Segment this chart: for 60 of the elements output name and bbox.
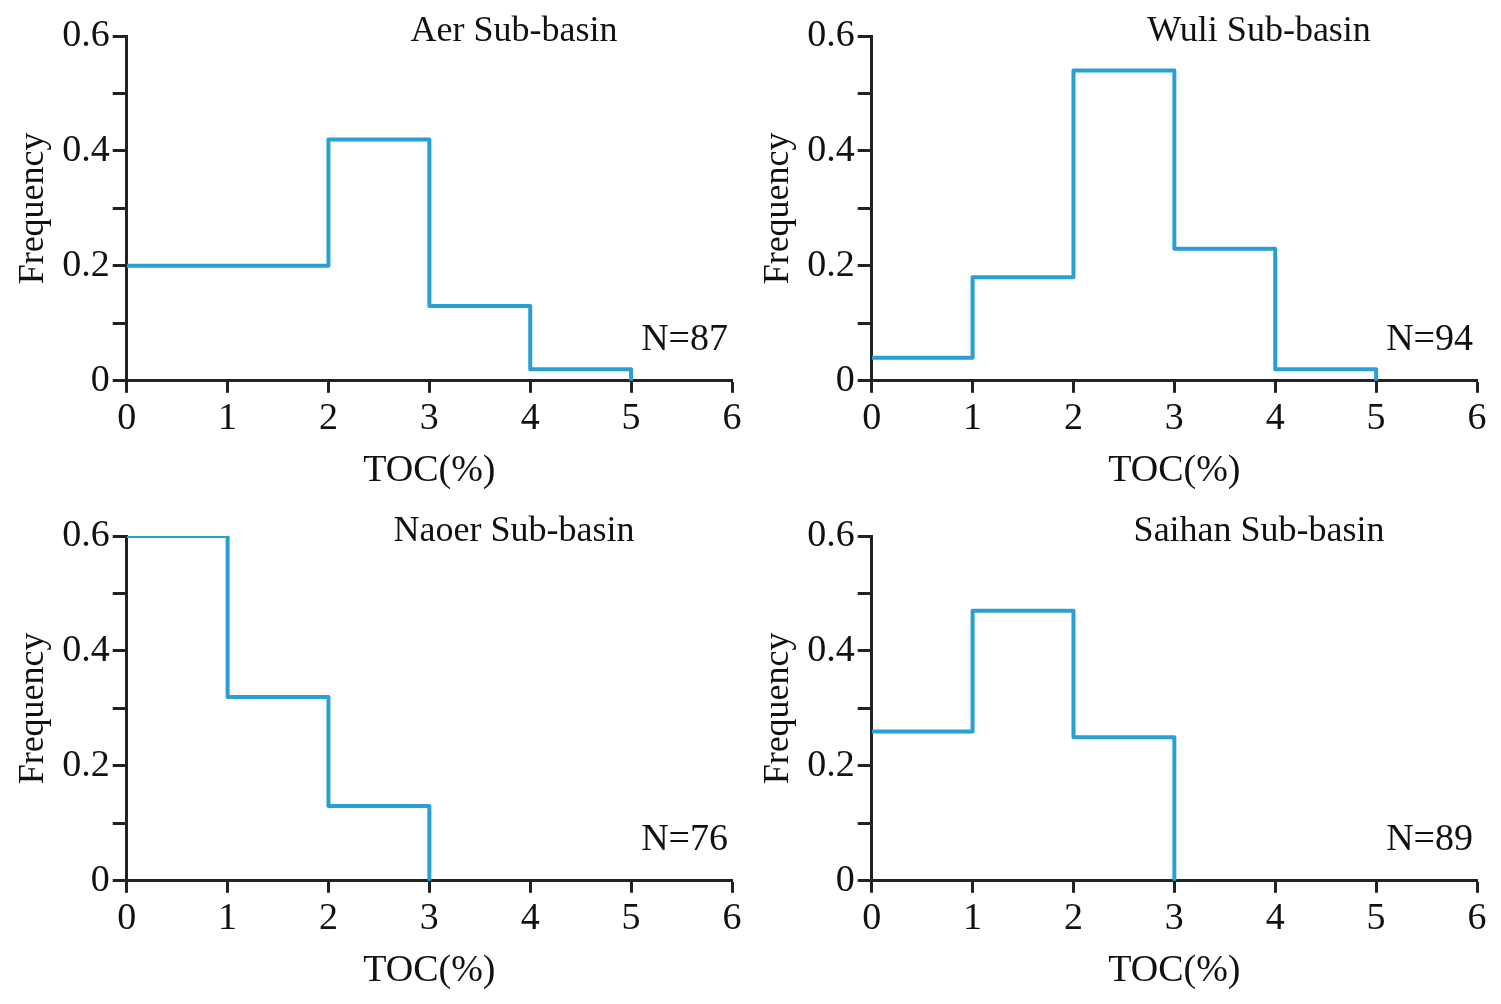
- y-tick-label: 0.6: [807, 11, 855, 54]
- annotation: N=89: [1386, 815, 1473, 858]
- y-tick-label: 0.4: [807, 126, 855, 169]
- y-tick-label: 0: [90, 356, 110, 399]
- x-tick-label: 6: [722, 394, 742, 437]
- x-tick-label: 0: [117, 894, 137, 937]
- y-axis-title: Frequency: [11, 132, 52, 285]
- x-tick-label: 2: [318, 894, 338, 937]
- y-axis-title: Frequency: [756, 132, 797, 285]
- y-tick-label: 0.4: [62, 126, 110, 169]
- x-tick-label: 3: [1164, 894, 1184, 937]
- y-tick-label: 0.2: [807, 741, 855, 784]
- x-tick-label: 4: [520, 894, 540, 937]
- y-tick-label: 0.2: [62, 241, 110, 284]
- x-tick-label: 6: [1467, 894, 1487, 937]
- chart-title: Saihan Sub-basin: [1133, 509, 1385, 550]
- x-tick-label: 1: [218, 894, 238, 937]
- y-tick-label: 0.6: [62, 511, 110, 554]
- x-tick-label: 5: [621, 394, 641, 437]
- x-tick-label: 5: [1366, 894, 1386, 937]
- chart-title: Aer Sub-basin: [410, 9, 618, 50]
- x-tick-label: 2: [318, 394, 338, 437]
- x-axis-title: TOC(%): [1108, 447, 1241, 491]
- x-tick-label: 5: [621, 894, 641, 937]
- y-tick-label: 0: [835, 856, 855, 899]
- y-axis-title: Frequency: [756, 632, 797, 785]
- y-tick-label: 0.6: [807, 511, 855, 554]
- x-axis-title: TOC(%): [363, 447, 496, 491]
- y-tick-label: 0.6: [62, 11, 110, 54]
- chart-title: Naoer Sub-basin: [393, 509, 635, 550]
- y-tick-label: 0: [835, 356, 855, 399]
- x-tick-label: 3: [1164, 394, 1184, 437]
- y-tick-label: 0.4: [807, 626, 855, 669]
- x-tick-label: 0: [117, 394, 137, 437]
- x-tick-label: 3: [419, 894, 439, 937]
- y-tick-label: 0.2: [62, 741, 110, 784]
- x-tick-label: 2: [1063, 394, 1083, 437]
- annotation: N=94: [1386, 315, 1473, 358]
- annotation: N=76: [641, 815, 728, 858]
- x-tick-label: 2: [1063, 894, 1083, 937]
- x-tick-label: 0: [862, 394, 882, 437]
- x-tick-label: 3: [419, 394, 439, 437]
- x-tick-label: 6: [722, 894, 742, 937]
- x-tick-label: 1: [218, 394, 238, 437]
- x-tick-label: 4: [1265, 894, 1285, 937]
- y-tick-label: 0.4: [62, 626, 110, 669]
- x-tick-label: 4: [1265, 394, 1285, 437]
- x-tick-label: 1: [963, 394, 983, 437]
- x-axis-title: TOC(%): [363, 947, 496, 991]
- annotation: N=87: [641, 315, 728, 358]
- x-tick-label: 6: [1467, 394, 1487, 437]
- x-tick-label: 1: [963, 894, 983, 937]
- x-axis-title: TOC(%): [1108, 947, 1241, 991]
- y-tick-label: 0: [90, 856, 110, 899]
- y-tick-label: 0.2: [807, 241, 855, 284]
- chart-title: Wuli Sub-basin: [1147, 9, 1371, 50]
- x-tick-label: 5: [1366, 394, 1386, 437]
- y-axis-title: Frequency: [11, 632, 52, 785]
- x-tick-label: 4: [520, 394, 540, 437]
- x-tick-label: 0: [862, 894, 882, 937]
